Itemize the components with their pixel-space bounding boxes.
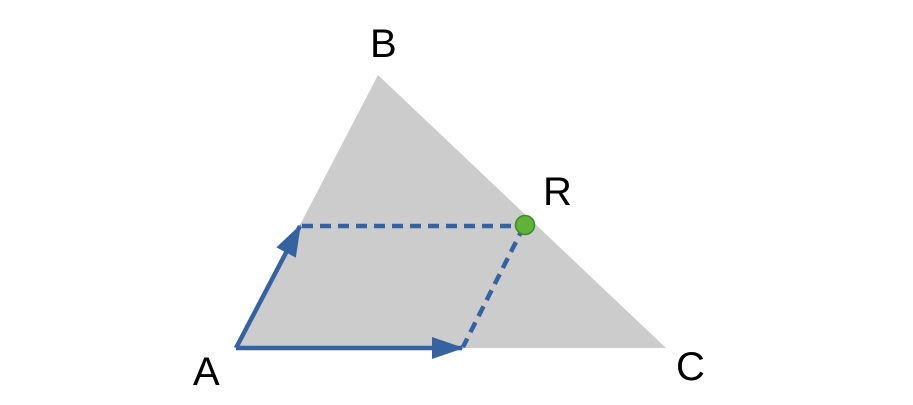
point-r-green-dot-icon — [514, 214, 536, 236]
vertex-label-b: B — [370, 22, 397, 66]
triangle-abc — [236, 75, 666, 348]
vector-ab — [234, 224, 302, 350]
vertex-label-c: C — [676, 345, 705, 389]
vertex-label-a: A — [193, 350, 220, 394]
dashed-line-right — [460, 224, 527, 349]
vertex-label-r: R — [543, 170, 572, 214]
